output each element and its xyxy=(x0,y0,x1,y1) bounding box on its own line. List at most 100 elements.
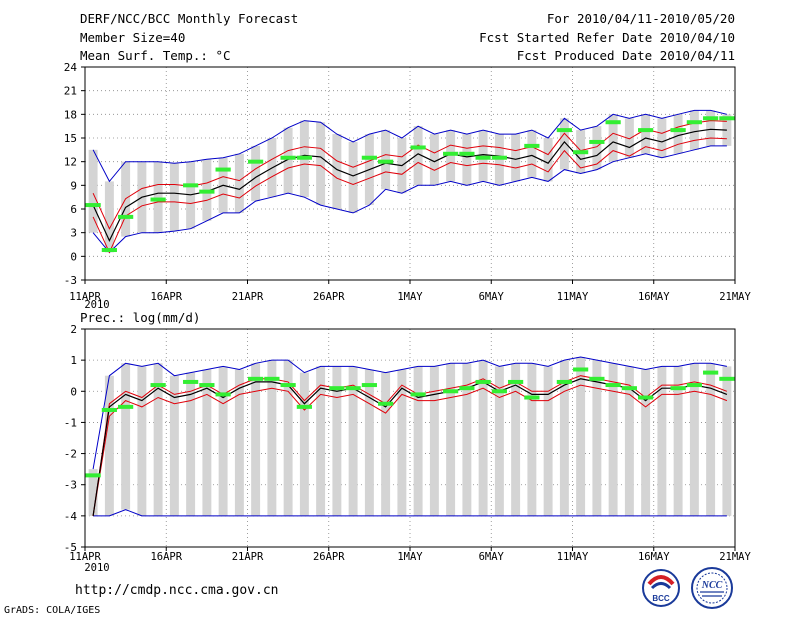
envelope-min-line xyxy=(93,509,727,517)
observed-marker xyxy=(345,386,361,391)
range-box xyxy=(641,114,651,154)
x-tick-label: 21MAY xyxy=(719,291,751,303)
range-box xyxy=(332,134,342,209)
source-url[interactable]: http://cmdp.ncc.cma.gov.cn xyxy=(75,583,279,598)
envelope-max-line xyxy=(92,356,727,470)
observed-marker xyxy=(280,383,296,388)
x-tick-label: 11APR xyxy=(69,291,101,303)
spread-lower-line xyxy=(92,384,728,516)
range-box xyxy=(251,363,261,516)
range-box xyxy=(234,153,244,213)
observed-marker xyxy=(183,379,199,384)
range-box xyxy=(121,363,131,510)
observed-marker xyxy=(101,248,117,253)
range-box xyxy=(559,360,569,516)
y-tick-label: 18 xyxy=(64,108,77,121)
y-tick-label: -1 xyxy=(64,416,77,429)
x-tick-label: 11MAY xyxy=(557,291,589,303)
y-tick-label: 2 xyxy=(70,323,77,336)
range-box xyxy=(137,366,147,516)
observed-marker xyxy=(686,120,702,125)
range-box xyxy=(689,363,699,516)
temperature-panel: 24 21 18 15 12 9 6 3 0 -3 11APR 16APR 21APR 26APR 1MAY… xyxy=(64,61,752,311)
range-box xyxy=(608,114,618,162)
observed-marker xyxy=(199,189,215,194)
range-box xyxy=(462,363,472,516)
range-box xyxy=(186,372,196,516)
range-box xyxy=(446,363,456,516)
y-tick-label: 21 xyxy=(64,85,77,98)
x-tick-label: 16APR xyxy=(150,551,182,563)
range-box xyxy=(283,127,293,194)
observed-marker xyxy=(248,376,264,381)
observed-marker xyxy=(573,367,589,372)
x-tick-label: 6MAY xyxy=(479,291,505,303)
range-box xyxy=(527,130,537,178)
x-tick-label: 21APR xyxy=(232,551,264,563)
range-box xyxy=(153,161,163,233)
observed-marker xyxy=(459,151,475,156)
range-box xyxy=(413,366,423,516)
observed-marker xyxy=(443,151,459,156)
range-box xyxy=(494,366,504,516)
range-box xyxy=(283,360,293,516)
x-tick-label: 6MAY xyxy=(479,551,505,563)
y-tick-label: -3 xyxy=(64,274,77,287)
observed-marker xyxy=(118,404,134,409)
observed-marker xyxy=(670,386,686,391)
observed-marker xyxy=(215,392,231,397)
y-tick-label: 9 xyxy=(70,179,77,192)
x-year-label: 2010 xyxy=(84,299,109,311)
observed-marker xyxy=(410,145,426,150)
range-box xyxy=(234,369,244,516)
plot-frame xyxy=(84,328,736,548)
range-box xyxy=(348,366,358,516)
observed-marker xyxy=(183,183,199,188)
x-tick-label: 26APR xyxy=(313,551,345,563)
variable-label: Mean Surf. Temp.: °C xyxy=(80,48,231,63)
observed-marker xyxy=(589,139,605,144)
envelope-max-line xyxy=(92,109,728,183)
forecast-start-date: Fcst Started Refer Date 2010/04/10 xyxy=(479,30,735,45)
range-box xyxy=(624,118,634,158)
range-box xyxy=(624,366,634,516)
observed-marker xyxy=(101,407,117,412)
spread-upper-line xyxy=(92,375,728,516)
range-box xyxy=(706,110,716,146)
observed-marker xyxy=(410,392,426,397)
observed-marker xyxy=(719,116,735,121)
precip-panel-title: Prec.: log(mm/d) xyxy=(80,310,201,325)
range-box xyxy=(543,138,553,182)
range-box xyxy=(332,366,342,516)
range-box xyxy=(202,369,212,516)
bcc-logo-text: BCC xyxy=(652,594,670,603)
observed-marker xyxy=(296,404,312,409)
observed-marker xyxy=(605,120,621,125)
y-tick-label: 0 xyxy=(70,385,77,398)
x-year-label: 2010 xyxy=(84,562,109,574)
x-tick-label: 21MAY xyxy=(719,551,751,563)
range-box xyxy=(169,375,179,516)
x-tick-label: 26APR xyxy=(313,291,345,303)
y-tick-label: 6 xyxy=(70,203,77,216)
observed-marker xyxy=(638,128,654,133)
range-box xyxy=(169,163,179,232)
range-box xyxy=(689,110,699,150)
range-box xyxy=(559,118,569,170)
range-box xyxy=(316,366,326,516)
ncc-logo-icon: NCC xyxy=(691,567,733,609)
observed-marker xyxy=(361,155,377,160)
observed-marker xyxy=(443,389,459,394)
spread-lower-line xyxy=(92,137,727,254)
observed-marker xyxy=(524,395,540,400)
observed-marker xyxy=(605,383,621,388)
range-box xyxy=(657,366,667,516)
observed-marker xyxy=(150,383,166,388)
observed-marker xyxy=(150,197,166,202)
observed-marker xyxy=(296,155,312,160)
observed-marker xyxy=(491,155,507,160)
range-box xyxy=(673,366,683,516)
observed-marker xyxy=(475,379,491,384)
observed-marker xyxy=(248,159,264,164)
